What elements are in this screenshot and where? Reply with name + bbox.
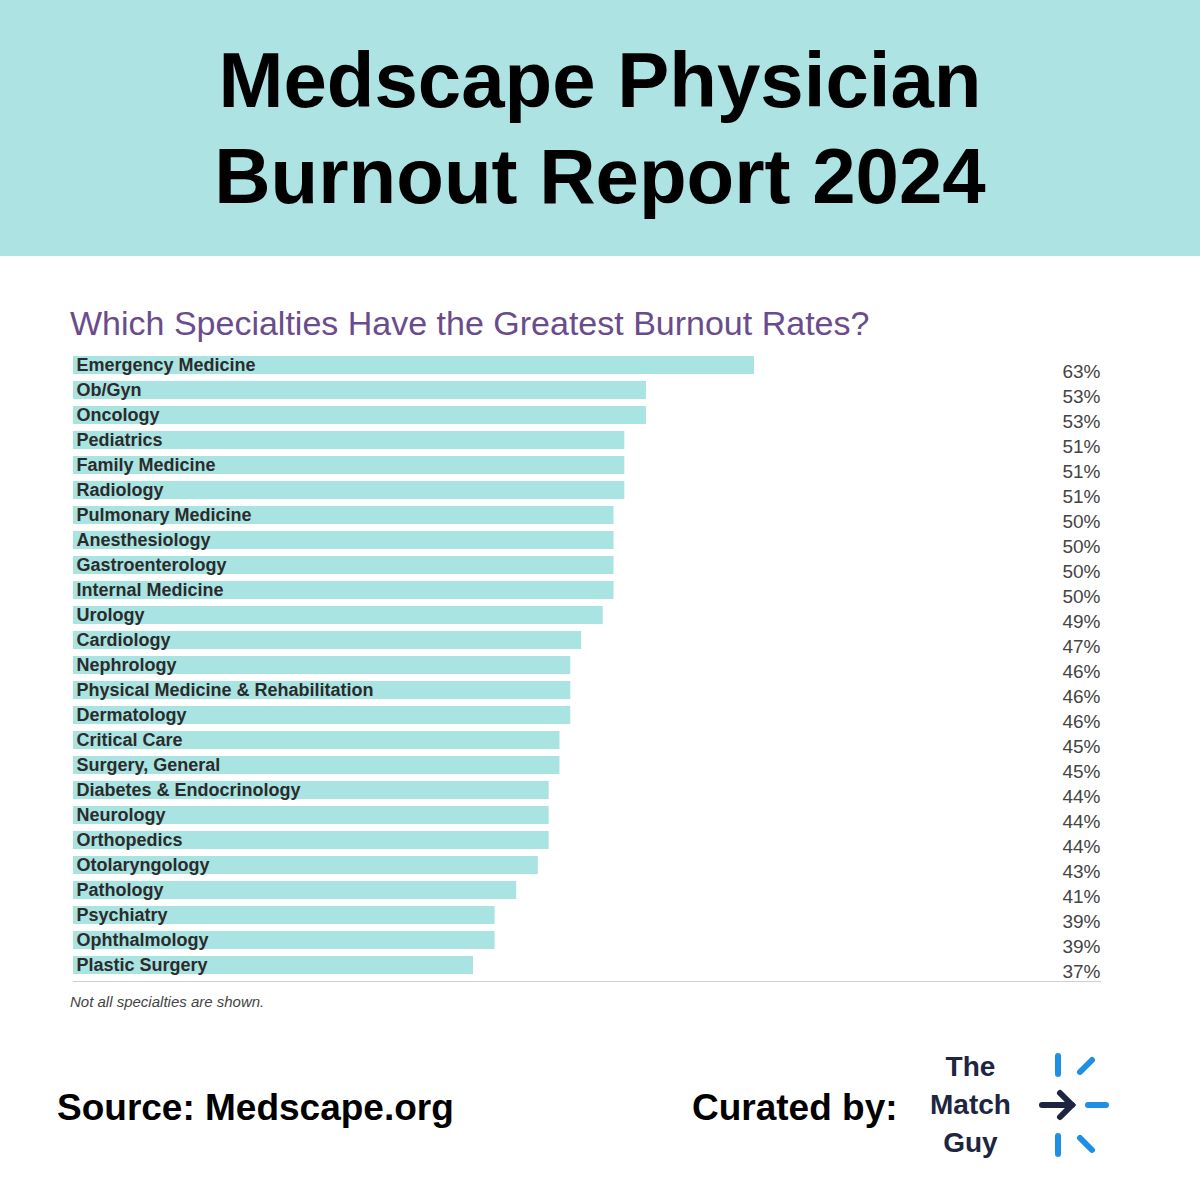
svg-text:51%: 51% bbox=[1062, 486, 1100, 507]
svg-text:50%: 50% bbox=[1062, 561, 1100, 582]
svg-text:45%: 45% bbox=[1062, 761, 1100, 782]
svg-text:44%: 44% bbox=[1062, 786, 1100, 807]
svg-text:51%: 51% bbox=[1062, 436, 1100, 457]
svg-text:49%: 49% bbox=[1062, 611, 1100, 632]
svg-text:46%: 46% bbox=[1062, 711, 1100, 732]
html-text:Curated by:: Curated by: bbox=[692, 1087, 898, 1128]
svg-text:Pathology: Pathology bbox=[77, 880, 164, 900]
svg-text:41%: 41% bbox=[1062, 886, 1100, 907]
svg-text:Gastroenterology: Gastroenterology bbox=[77, 555, 227, 575]
svg-text:Neurology: Neurology bbox=[77, 805, 166, 825]
svg-text:Anesthesiology: Anesthesiology bbox=[77, 530, 211, 550]
svg-text:47%: 47% bbox=[1062, 636, 1100, 657]
svg-text:53%: 53% bbox=[1062, 411, 1100, 432]
svg-text:Cardiology: Cardiology bbox=[77, 630, 171, 650]
svg-text:45%: 45% bbox=[1062, 736, 1100, 757]
svg-text:37%: 37% bbox=[1062, 961, 1100, 982]
svg-text:Ophthalmology: Ophthalmology bbox=[77, 930, 209, 950]
svg-text:Urology: Urology bbox=[77, 605, 145, 625]
svg-text:51%: 51% bbox=[1062, 461, 1100, 482]
svg-text:63%: 63% bbox=[1062, 361, 1100, 382]
svg-text:Nephrology: Nephrology bbox=[77, 655, 177, 675]
svg-text:39%: 39% bbox=[1062, 936, 1100, 957]
svg-text:39%: 39% bbox=[1062, 911, 1100, 932]
svg-text:46%: 46% bbox=[1062, 686, 1100, 707]
svg-text:44%: 44% bbox=[1062, 811, 1100, 832]
svg-text:50%: 50% bbox=[1062, 586, 1100, 607]
svg-text:Critical Care: Critical Care bbox=[77, 730, 183, 750]
svg-text:50%: 50% bbox=[1062, 511, 1100, 532]
html-text:Which Specialties Have the Gre: Which Specialties Have the Greatest Burn… bbox=[70, 304, 870, 342]
svg-text:53%: 53% bbox=[1062, 386, 1100, 407]
svg-text:46%: 46% bbox=[1062, 661, 1100, 682]
svg-text:Emergency Medicine: Emergency Medicine bbox=[77, 355, 256, 375]
svg-text:50%: 50% bbox=[1062, 536, 1100, 557]
svg-text:Pulmonary Medicine: Pulmonary Medicine bbox=[77, 505, 252, 525]
html-text:Guy: Guy bbox=[943, 1127, 998, 1158]
svg-text:Orthopedics: Orthopedics bbox=[77, 830, 183, 850]
svg-text:Dermatology: Dermatology bbox=[77, 705, 187, 725]
svg-text:Ob/Gyn: Ob/Gyn bbox=[77, 380, 142, 400]
svg-text:Diabetes & Endocrinology: Diabetes & Endocrinology bbox=[77, 780, 301, 800]
svg-text:Internal Medicine: Internal Medicine bbox=[77, 580, 224, 600]
svg-text:Radiology: Radiology bbox=[77, 480, 164, 500]
html-text:Match: Match bbox=[930, 1089, 1011, 1120]
svg-text:44%: 44% bbox=[1062, 836, 1100, 857]
svg-text:43%: 43% bbox=[1062, 861, 1100, 882]
svg-text:Surgery, General: Surgery, General bbox=[77, 755, 221, 775]
html-text:The: The bbox=[945, 1051, 996, 1082]
svg-text:Psychiatry: Psychiatry bbox=[77, 905, 168, 925]
svg-text:Pediatrics: Pediatrics bbox=[77, 430, 163, 450]
svg-text:Oncology: Oncology bbox=[77, 405, 160, 425]
html-text:Medscape Physician Burnout Rep: Medscape Physician Burnout Report 2024 bbox=[214, 36, 986, 220]
svg-text:Physical Medicine & Rehabilita: Physical Medicine & Rehabilitation bbox=[77, 680, 374, 700]
svg-text:Plastic Surgery: Plastic Surgery bbox=[77, 955, 208, 975]
html-text:Source: Medscape.org: Source: Medscape.org bbox=[57, 1087, 454, 1128]
svg-text:Otolaryngology: Otolaryngology bbox=[77, 855, 210, 875]
html-text:Not all specialties are shown.: Not all specialties are shown. bbox=[70, 993, 265, 1010]
svg-text:Family Medicine: Family Medicine bbox=[77, 455, 216, 475]
